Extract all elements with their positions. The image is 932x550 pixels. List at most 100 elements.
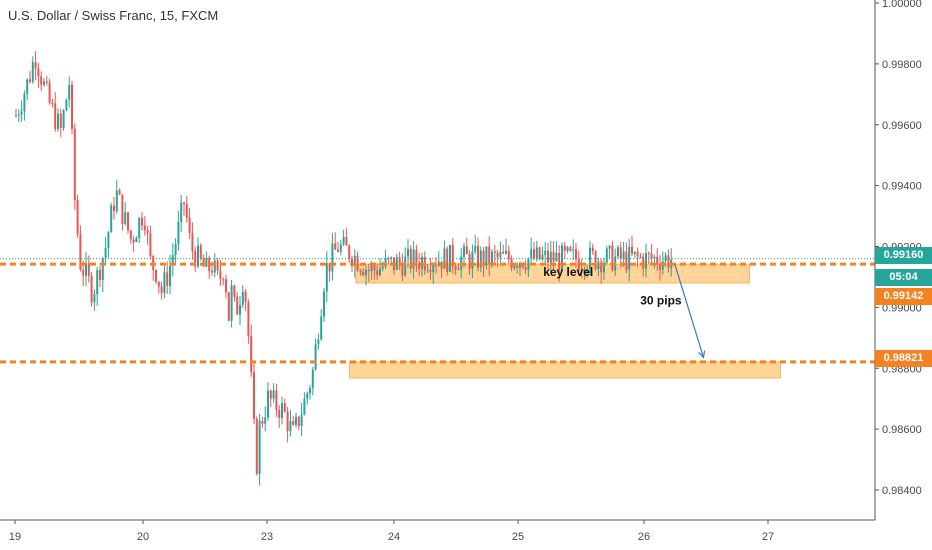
candle-body[interactable] xyxy=(20,111,23,115)
candle-body[interactable] xyxy=(180,202,183,222)
candle-body[interactable] xyxy=(398,257,401,264)
candle-body[interactable] xyxy=(197,245,199,267)
candle-body[interactable] xyxy=(463,246,465,257)
candle-body[interactable] xyxy=(625,251,628,270)
candle-body[interactable] xyxy=(118,190,121,195)
candle-body[interactable] xyxy=(558,253,561,270)
candle-body[interactable] xyxy=(23,94,26,112)
candle-body[interactable] xyxy=(239,304,241,315)
candle-body[interactable] xyxy=(474,245,477,252)
candle-body[interactable] xyxy=(129,230,132,240)
candle-body[interactable] xyxy=(552,251,555,262)
candle-body[interactable] xyxy=(267,390,269,418)
candle-body[interactable] xyxy=(583,268,586,273)
candle-body[interactable] xyxy=(477,245,479,268)
candle-body[interactable] xyxy=(250,335,253,373)
candle-body[interactable] xyxy=(628,246,631,270)
candle-body[interactable] xyxy=(449,245,451,272)
candle-body[interactable] xyxy=(575,249,577,260)
candle-body[interactable] xyxy=(502,251,505,254)
candle-body[interactable] xyxy=(544,250,547,255)
candle-body[interactable] xyxy=(580,268,583,270)
candle-body[interactable] xyxy=(110,205,113,233)
candle-body[interactable] xyxy=(202,258,205,267)
candle-body[interactable] xyxy=(149,233,152,257)
candle-body[interactable] xyxy=(194,251,197,267)
candle-body[interactable] xyxy=(407,248,409,257)
candle-body[interactable] xyxy=(591,247,594,252)
candle-body[interactable] xyxy=(208,257,211,271)
candle-body[interactable] xyxy=(468,254,471,269)
candle-body[interactable] xyxy=(286,411,289,432)
candle-body[interactable] xyxy=(101,258,104,280)
candle-body[interactable] xyxy=(334,243,337,250)
candle-body[interactable] xyxy=(177,221,180,245)
candle-body[interactable] xyxy=(222,279,225,281)
plot-area[interactable] xyxy=(0,50,875,486)
candle-body[interactable] xyxy=(577,259,580,270)
candle-body[interactable] xyxy=(647,252,650,254)
candle-body[interactable] xyxy=(538,247,541,260)
candle-body[interactable] xyxy=(353,255,356,267)
candle-body[interactable] xyxy=(563,245,566,251)
candle-body[interactable] xyxy=(345,236,348,246)
candle-body[interactable] xyxy=(104,247,107,259)
candle-body[interactable] xyxy=(496,253,499,257)
candle-body[interactable] xyxy=(328,263,331,272)
candle-body[interactable] xyxy=(611,245,614,271)
candle-body[interactable] xyxy=(373,265,376,271)
candle-body[interactable] xyxy=(384,258,387,267)
candle-body[interactable] xyxy=(90,275,93,303)
candle-body[interactable] xyxy=(113,205,115,212)
candle-body[interactable] xyxy=(236,296,239,315)
candle-body[interactable] xyxy=(278,409,281,418)
candle-body[interactable] xyxy=(73,128,76,201)
candle-body[interactable] xyxy=(261,420,264,424)
candle-body[interactable] xyxy=(45,81,48,83)
candle-body[interactable] xyxy=(323,291,325,317)
candle-body[interactable] xyxy=(337,249,339,252)
candle-body[interactable] xyxy=(603,262,605,273)
candle-body[interactable] xyxy=(457,269,460,271)
candle-body[interactable] xyxy=(507,250,510,260)
candle-body[interactable] xyxy=(387,258,390,260)
candle-body[interactable] xyxy=(513,265,516,269)
candle-body[interactable] xyxy=(446,248,449,272)
candle-body[interactable] xyxy=(57,113,59,130)
candle-body[interactable] xyxy=(320,316,323,340)
candle-body[interactable] xyxy=(233,285,236,297)
zone-rect[interactable] xyxy=(349,361,781,379)
candle-body[interactable] xyxy=(216,260,219,271)
projection-arrow-line[interactable] xyxy=(674,264,705,358)
candle-body[interactable] xyxy=(650,253,653,259)
candle-body[interactable] xyxy=(292,421,295,425)
candle-body[interactable] xyxy=(348,245,351,259)
candle-body[interactable] xyxy=(569,247,572,251)
candle-body[interactable] xyxy=(653,256,656,259)
candle-body[interactable] xyxy=(40,76,43,85)
candle-body[interactable] xyxy=(138,217,141,239)
candle-body[interactable] xyxy=(390,257,393,259)
candle-body[interactable] xyxy=(471,251,474,269)
candle-body[interactable] xyxy=(295,416,297,425)
candle-body[interactable] xyxy=(342,236,345,245)
candle-body[interactable] xyxy=(62,110,65,129)
candle-body[interactable] xyxy=(219,270,222,280)
candle-body[interactable] xyxy=(241,291,244,305)
candle-body[interactable] xyxy=(381,266,384,269)
candle-body[interactable] xyxy=(225,279,227,293)
candle-body[interactable] xyxy=(608,245,611,249)
candle-body[interactable] xyxy=(230,285,233,321)
candle-body[interactable] xyxy=(356,255,359,271)
candle-body[interactable] xyxy=(37,68,40,77)
candle-body[interactable] xyxy=(188,217,191,234)
candle-body[interactable] xyxy=(589,247,591,270)
candle-body[interactable] xyxy=(485,246,488,266)
candle-body[interactable] xyxy=(244,291,247,303)
candle-body[interactable] xyxy=(527,258,530,270)
candle-body[interactable] xyxy=(541,254,544,260)
candle-body[interactable] xyxy=(303,398,306,415)
candle-body[interactable] xyxy=(79,234,82,270)
candle-body[interactable] xyxy=(516,265,519,268)
candle-body[interactable] xyxy=(505,250,507,254)
